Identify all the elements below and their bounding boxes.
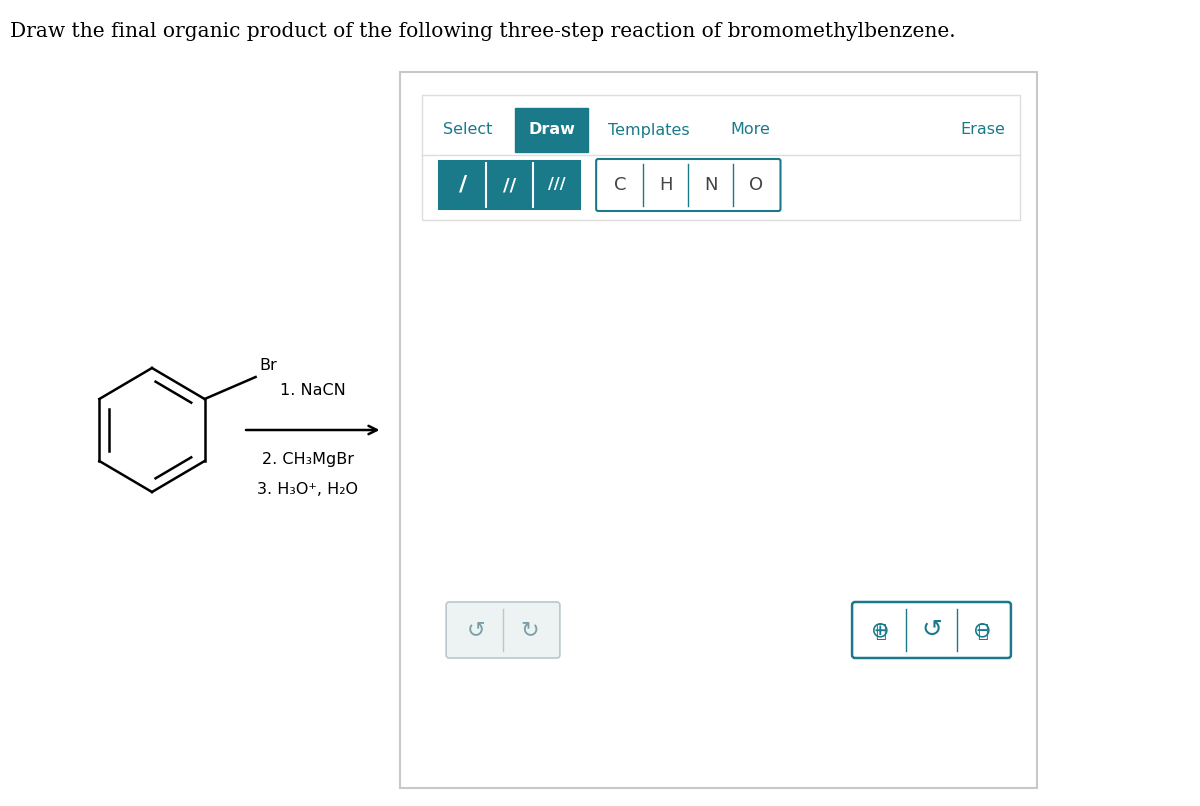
Text: ⊕: ⊕ <box>871 620 890 640</box>
Text: ↻: ↻ <box>521 620 539 640</box>
Text: ⊖: ⊖ <box>973 620 991 640</box>
FancyBboxPatch shape <box>852 602 1010 658</box>
Text: C: C <box>614 176 626 194</box>
Text: Br: Br <box>259 358 277 373</box>
Text: H: H <box>659 176 672 194</box>
Text: /: / <box>458 175 467 195</box>
Text: O: O <box>749 176 763 194</box>
Text: More: More <box>731 123 770 138</box>
FancyBboxPatch shape <box>515 108 588 152</box>
FancyBboxPatch shape <box>596 159 780 211</box>
Text: N: N <box>704 176 718 194</box>
Text: 🔍: 🔍 <box>875 623 886 641</box>
Text: Draw: Draw <box>528 123 575 138</box>
Text: //: // <box>503 176 516 194</box>
Text: 1. NaCN: 1. NaCN <box>280 383 346 398</box>
Text: Templates: Templates <box>608 123 690 138</box>
FancyBboxPatch shape <box>446 602 560 658</box>
Text: Draw the final organic product of the following three-step reaction of bromometh: Draw the final organic product of the fo… <box>10 22 955 41</box>
Text: 🔍: 🔍 <box>977 623 988 641</box>
Text: ↺: ↺ <box>920 618 942 642</box>
FancyBboxPatch shape <box>421 95 1020 220</box>
Text: ↺: ↺ <box>467 620 485 640</box>
Text: ///: /// <box>548 177 565 193</box>
FancyBboxPatch shape <box>486 161 534 209</box>
FancyBboxPatch shape <box>439 161 486 209</box>
Text: 3. H₃O⁺, H₂O: 3. H₃O⁺, H₂O <box>257 482 359 497</box>
FancyBboxPatch shape <box>400 72 1037 788</box>
Text: Select: Select <box>443 123 492 138</box>
Text: 2. CH₃MgBr: 2. CH₃MgBr <box>262 452 354 467</box>
FancyBboxPatch shape <box>534 161 581 209</box>
Text: Erase: Erase <box>960 123 1006 138</box>
